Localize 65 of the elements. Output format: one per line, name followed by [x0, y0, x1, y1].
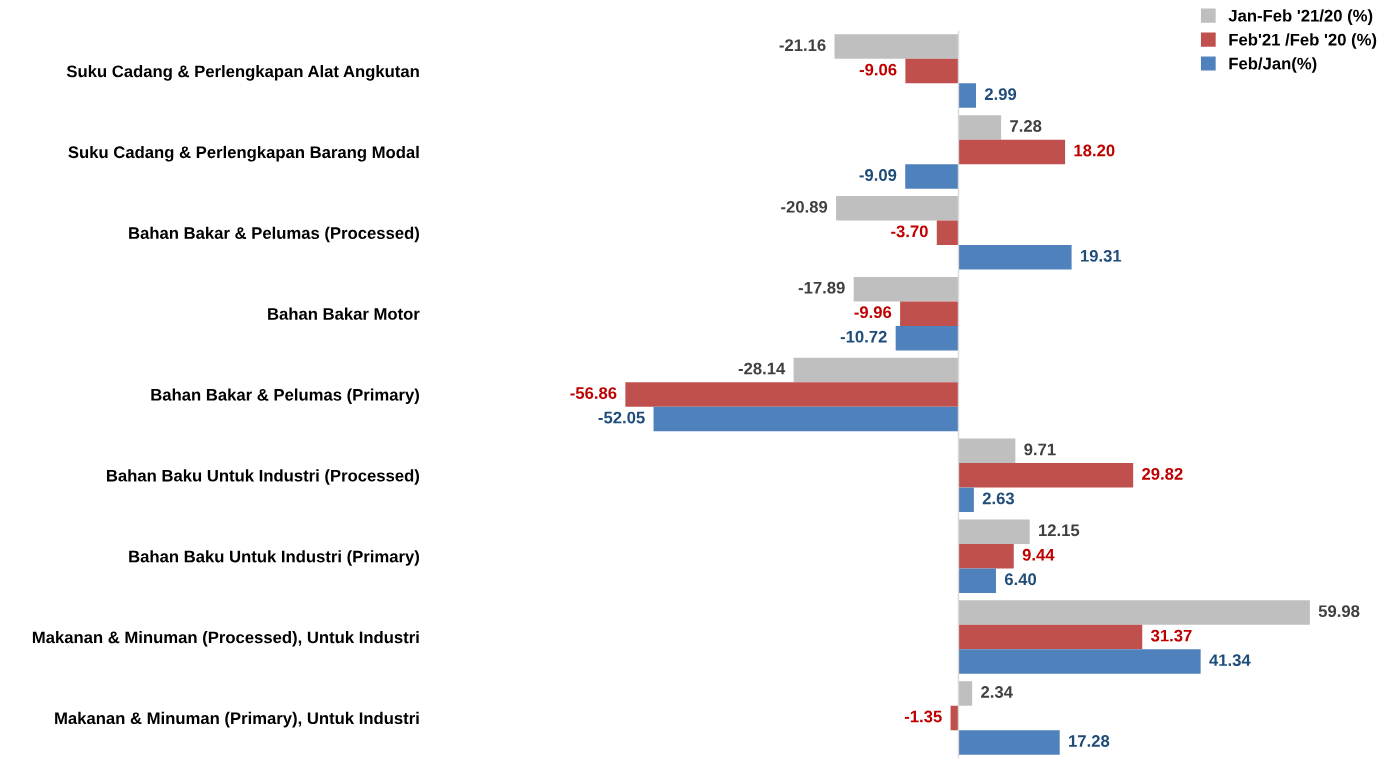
bar — [958, 519, 1030, 544]
data-label: 17.28 — [1069, 735, 1110, 747]
y-tick-label: Bahan Bakar Motor — [268, 307, 420, 320]
data-label: -20.89 — [781, 200, 828, 213]
bar — [958, 624, 1143, 650]
bar — [905, 164, 959, 189]
y-tick-label: Bahan Baku Untuk Industri (Primary) — [129, 550, 419, 566]
data-label: 41.34 — [1209, 654, 1251, 667]
data-label: 19.31 — [1080, 249, 1122, 262]
bar — [900, 301, 959, 326]
bar — [834, 34, 959, 59]
bar — [958, 139, 1066, 165]
legend-label: Feb/Jan(%) — [1229, 57, 1317, 73]
data-label: 59.98 — [1318, 605, 1360, 618]
y-tick-label: Suku Cadang & Perlengkapan Barang Modal — [68, 145, 419, 162]
bar — [958, 600, 1310, 625]
data-label: 9.44 — [1022, 548, 1055, 561]
data-label: -1.35 — [904, 710, 942, 723]
bar — [958, 730, 1060, 755]
data-label: -21.16 — [779, 39, 826, 52]
bar — [836, 196, 959, 221]
bar — [958, 681, 973, 706]
data-label: -28.14 — [738, 362, 786, 375]
bar — [905, 58, 959, 84]
data-label: 2.34 — [981, 686, 1013, 698]
bar — [958, 115, 1002, 140]
y-tick-label: Bahan Bakar & Pelumas (Processed) — [129, 226, 419, 243]
y-tick-label: Bahan Bakar & Pelumas (Primary) — [151, 388, 419, 404]
y-tick-label: Makanan & Minuman (Primary), Untuk Industri — [55, 711, 419, 728]
bar — [958, 463, 1134, 488]
data-label: -9.09 — [859, 169, 897, 181]
data-label: 7.28 — [1010, 120, 1042, 132]
data-label: -52.05 — [598, 411, 645, 424]
bar — [853, 276, 959, 302]
data-label: 29.82 — [1142, 468, 1183, 480]
bar — [958, 543, 1014, 569]
bar — [936, 220, 959, 246]
bar — [958, 649, 1201, 674]
bar — [958, 245, 1072, 270]
data-label: -10.72 — [840, 330, 887, 343]
bar — [653, 406, 959, 432]
bar — [793, 357, 959, 383]
y-tick-label: Makanan & Minuman (Processed), Untuk Industri — [32, 631, 419, 647]
data-label: 6.40 — [1004, 573, 1037, 586]
data-label: 31.37 — [1150, 629, 1192, 642]
bar — [958, 83, 976, 108]
bar — [895, 325, 959, 351]
bar — [958, 438, 1016, 464]
bar — [958, 487, 974, 513]
data-label: -56.86 — [570, 387, 617, 399]
bar — [625, 382, 959, 407]
data-label: 18.20 — [1074, 144, 1115, 157]
data-label: -3.70 — [891, 225, 928, 238]
data-label: 2.99 — [984, 88, 1017, 101]
y-tick-label: Suku Cadang & Perlengkapan Alat Angkutan — [66, 65, 419, 81]
data-label: -9.96 — [854, 306, 892, 319]
y-tick-label: Bahan Baku Untuk Industri (Processed) — [106, 469, 419, 485]
legend-label: Feb'21 /Feb '20 (%) — [1229, 33, 1377, 49]
data-label: -9.06 — [859, 63, 897, 76]
data-label: 2.63 — [982, 492, 1015, 505]
data-label: -17.89 — [798, 281, 845, 294]
data-label: 12.15 — [1039, 524, 1080, 537]
legend-label: Jan-Feb '21/20 (%) — [1228, 9, 1373, 25]
data-label: 9.71 — [1024, 443, 1056, 456]
bar — [958, 568, 996, 593]
